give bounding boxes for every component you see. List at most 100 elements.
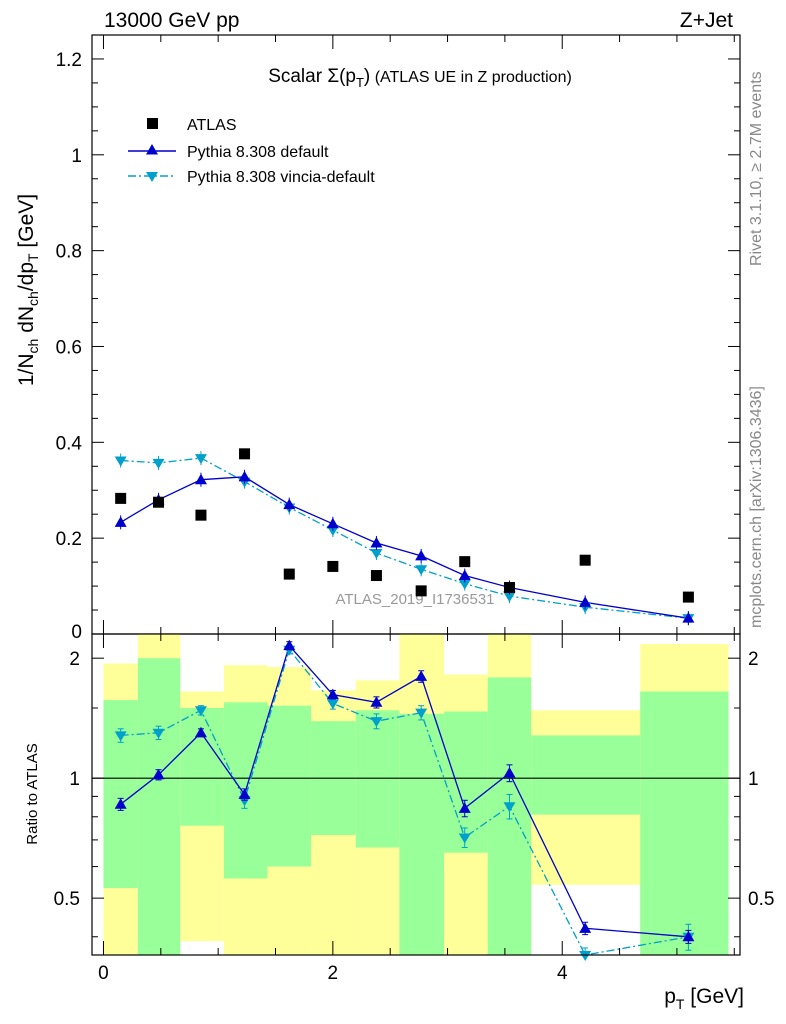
main-default-point [458, 569, 471, 581]
legend-atlas-marker [147, 118, 158, 129]
ratio-default-point [503, 767, 516, 778]
main-atlas-point [283, 568, 295, 580]
main-default-line [120, 476, 689, 619]
main-ytick-label: 1.2 [56, 50, 82, 71]
ratio-default-point [415, 670, 428, 681]
x-tick-label: 4 [557, 963, 568, 984]
ylabel-part-a: 1/N [15, 353, 38, 386]
ratio-ytick-label: 2 [69, 649, 80, 670]
ratio-default-point [194, 726, 207, 738]
main-atlas-point [195, 509, 207, 521]
ratio-vincia-point [194, 706, 207, 717]
main-ytick-label: 0.8 [56, 242, 82, 263]
title-sigma: Σ(p [327, 66, 356, 87]
main-atlas-point [239, 448, 251, 460]
main-ytick-label: 0 [71, 622, 82, 643]
xlabel-sub: T [676, 996, 685, 1012]
legend: ATLAS Pythia 8.308 default Pythia 8.308 … [128, 117, 375, 186]
ylabel-part-b: dN [15, 306, 38, 339]
ratio-band-green [355, 710, 400, 848]
ratio-vincia-point [458, 833, 471, 844]
main-panel: ATLAS_2019_I1736531 0 0.2 0.4 0.6 0.8 1 1.2 Sc… [15, 34, 741, 643]
ratio-ytick-label-right: 2 [748, 649, 759, 670]
ratio-band-green [137, 658, 181, 955]
x-tick-label: 0 [98, 963, 109, 984]
ratio-default-point [579, 922, 592, 933]
legend-default-label: Pythia 8.308 default [187, 144, 329, 161]
main-ytick-label: 0.4 [56, 433, 83, 454]
ratio-default-point [238, 788, 251, 799]
main-atlas-point [115, 492, 127, 504]
main-default-point [579, 596, 592, 607]
main-default-point [326, 517, 339, 529]
watermark-label: ATLAS_2019_I1736531 [335, 591, 494, 608]
legend-atlas-label: ATLAS [187, 117, 237, 134]
title-prefix: Scalar [268, 66, 327, 87]
main-default-point [194, 473, 207, 485]
main-vincia-point [458, 579, 471, 590]
ratio-band-green [180, 707, 224, 826]
main-vincia-point [152, 458, 165, 469]
ratio-ytick-label-right: 1 [748, 769, 759, 790]
main-vincia-point [415, 565, 428, 576]
ylabel-part-d: [GeV] [15, 194, 38, 254]
main-atlas-point [415, 585, 427, 597]
title-close: ) [364, 66, 370, 87]
process-label: Z+Jet [680, 9, 733, 32]
legend-vincia-marker [146, 172, 158, 182]
main-default-point [114, 516, 127, 527]
ylabel-part-c: /dp [15, 262, 38, 291]
chart-title: Scalar Σ(pT) (ATLAS UE in Z production) [268, 66, 572, 90]
beam-label: 13000 GeV pp [104, 9, 239, 32]
ratio-default-point [326, 688, 339, 700]
ratio-default-point [682, 930, 695, 942]
ratio-default-point [114, 798, 127, 809]
ratio-vincia-point [370, 717, 383, 728]
ylabel-part-c-sub: T [25, 253, 41, 262]
title-rest: (ATLAS UE in Z production) [370, 69, 572, 86]
mcplots-label: mcplots.cern.ch [arXiv:1306.3436] [748, 386, 765, 628]
ratio-vincia-point [503, 802, 516, 813]
ratio-vincia-point [326, 699, 339, 710]
ratio-vincia-point [152, 728, 165, 739]
main-default-point [370, 536, 383, 548]
ratio-vincia-line [120, 648, 689, 956]
main-atlas-point [370, 570, 382, 582]
main-atlas-point [153, 496, 165, 508]
ratio-vincia-point [415, 708, 428, 719]
ratio-default-point [283, 639, 296, 651]
main-ytick-label: 0.2 [56, 529, 82, 550]
ylabel-part-a-sub: ch [25, 339, 41, 354]
ratio-band-green [444, 711, 488, 853]
ratio-panel: 0.5 0.5 1 1 2 2 0 2 4 Ratio to ATLAS [24, 633, 774, 984]
ratio-default-point [370, 696, 383, 707]
main-vincia-point [114, 456, 127, 467]
ratio-ylabel: Ratio to ATLAS [24, 743, 41, 844]
xlabel-unit: [GeV] [684, 985, 744, 1008]
main-default-point [238, 470, 251, 482]
legend-vincia-label: Pythia 8.308 vincia-default [187, 169, 375, 186]
main-vincia-point [503, 592, 516, 603]
main-atlas-point [579, 554, 591, 566]
main-default-point [415, 549, 428, 561]
main-ylabel: 1/Nch dNch/dpT [GeV] [15, 194, 41, 386]
ratio-vincia-point [579, 951, 592, 961]
main-atlas-point [682, 591, 694, 603]
ratio-ytick-label: 0.5 [54, 889, 80, 910]
ratio-band-green [640, 691, 729, 955]
ratio-default-point [458, 802, 471, 813]
main-atlas-point [503, 582, 515, 594]
ratio-frame [91, 633, 741, 956]
main-vincia-line [120, 457, 689, 619]
ratio-ytick-label: 1 [69, 769, 80, 790]
main-vincia-point [370, 549, 383, 560]
ratio-default-line [120, 644, 689, 938]
ratio-band-green [399, 713, 445, 955]
x-tick-label: 2 [328, 963, 339, 984]
main-default-point [283, 498, 296, 510]
ylabel-part-b-sub: ch [25, 291, 41, 306]
xlabel-main: p [664, 985, 676, 1008]
main-atlas-point [327, 560, 339, 572]
ratio-band-green [267, 705, 312, 867]
